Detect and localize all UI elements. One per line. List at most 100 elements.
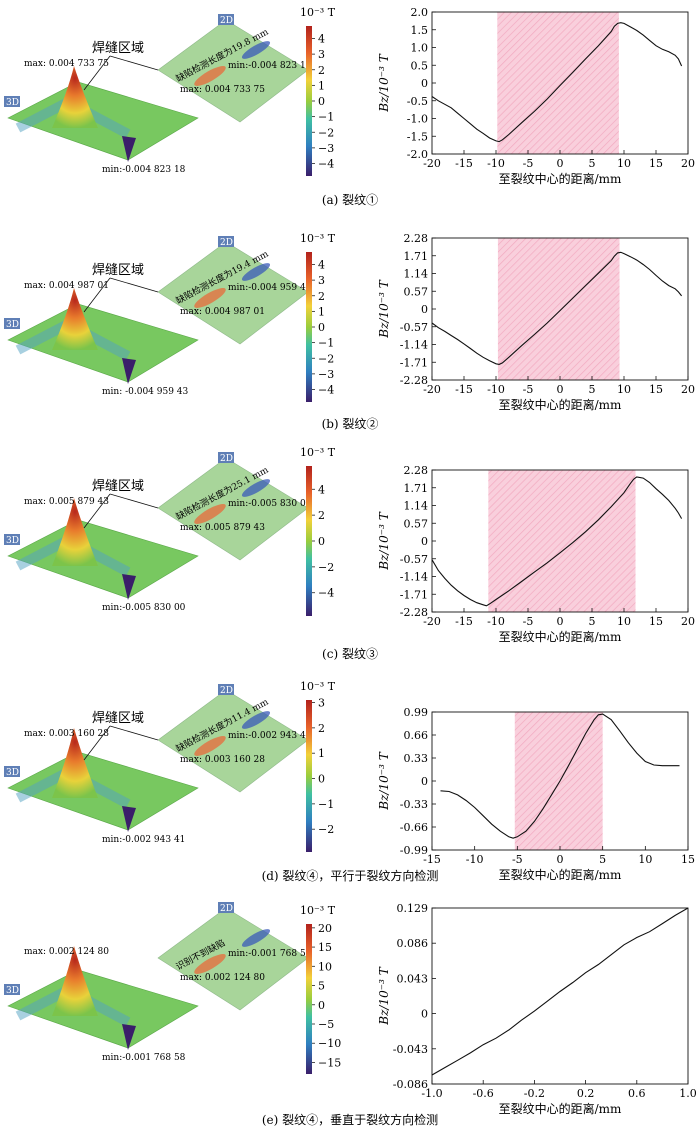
- shaded-region: [497, 12, 619, 154]
- label-2d: 2D: [220, 904, 233, 914]
- colorbar-unit: 10⁻³ T: [300, 904, 336, 917]
- y-tick-label: 0: [421, 77, 428, 90]
- map-3d-peak: [52, 498, 98, 566]
- x-tick-label: 10: [617, 157, 631, 170]
- weld-region-leader: [83, 725, 111, 761]
- trough-min-label: min:-0.001 768 58: [102, 1053, 186, 1063]
- colorbar-tick-label: 3: [318, 274, 325, 287]
- colorbar-tick-label: −3: [318, 368, 334, 381]
- y-tick-label: -2.28: [400, 606, 428, 619]
- chart-2: -20 -15 -10 -5 0 5 10 15 20 -2.28 -1.71 -1.14 -0.57 0…: [377, 232, 695, 412]
- label-3d: 3D: [6, 986, 19, 996]
- weld-region-label: 焊缝区域: [92, 40, 144, 56]
- y-tick-label: -1.0: [407, 113, 428, 126]
- x-axis-label: 至裂纹中心的距离/mm: [499, 171, 622, 186]
- panel-caption-2: (b) 裂纹②: [322, 417, 379, 431]
- colorbar-tick-label: −4: [318, 384, 334, 397]
- colorbar-bar: [306, 466, 312, 616]
- x-axis-label: 至裂纹中心的距离/mm: [499, 867, 622, 882]
- peak-max-label: max: 0.004 987 01: [24, 281, 109, 291]
- chart-3: -20 -15 -10 -5 0 5 10 15 20 -2.28 -1.71 -1.14 -0.57 0…: [377, 464, 695, 644]
- x-tick-label: -15: [455, 157, 473, 170]
- x-tick-label: 10: [617, 615, 631, 628]
- colorbar-tick-label: 0: [318, 773, 325, 786]
- y-tick-label: 0: [421, 775, 428, 788]
- map-3d-peak: [52, 728, 98, 798]
- y-tick-label: -1.71: [400, 356, 428, 369]
- panel-caption-4: (d) 裂纹④，平行于裂纹方向检测: [262, 868, 439, 883]
- label-3d-box: [4, 766, 20, 777]
- colorbar-tick-label: 1: [318, 79, 325, 92]
- x-tick-label: -10: [487, 615, 505, 628]
- y-tick-label: 0.086: [397, 937, 429, 950]
- map-3d-trough: [122, 358, 136, 384]
- colorbar-bar: [306, 26, 312, 176]
- x-tick-label: -1.0: [421, 1087, 442, 1100]
- colorbar-tick-label: −3: [318, 142, 334, 155]
- colorbar-tick-label: 0: [318, 535, 325, 548]
- label-2d-box: [218, 236, 234, 247]
- series-line: [431, 476, 683, 607]
- label-3d-box: [4, 984, 20, 995]
- x-tick-label: -15: [455, 615, 473, 628]
- label-3d-box: [4, 96, 20, 107]
- weld-region-leader: [83, 493, 111, 529]
- x-tick-label: 0.6: [628, 1087, 646, 1100]
- x-tick-label: -10: [487, 383, 505, 396]
- y-axis-label: Bz/10⁻³ T: [377, 279, 391, 338]
- trough-min-label: min:-0.004 823 18: [102, 165, 186, 175]
- x-tick-label: -0.2: [524, 1087, 545, 1100]
- y-tick-label: 0.57: [404, 517, 429, 530]
- peak-max-label: max: 0.004 733 75: [24, 59, 109, 69]
- map-3d-peak: [52, 288, 98, 350]
- x-tick-label: 0: [557, 853, 564, 866]
- label-2d-box: [218, 902, 234, 913]
- colorbar-tick-label: 10: [318, 960, 332, 973]
- map-min-label: min:-0.001 768 58: [228, 949, 312, 959]
- map-3d-trough: [122, 136, 136, 162]
- colorbar-tick-label: −4: [318, 158, 334, 171]
- map-3d-peak: [52, 66, 98, 128]
- map-min-label: min:-0.005 830 00: [228, 499, 312, 509]
- colorbar-tick-label: 4: [318, 259, 325, 272]
- colorbar-tick-label: 2: [318, 64, 325, 77]
- y-tick-label: 0.043: [397, 972, 429, 985]
- x-tick-label: 20: [681, 383, 695, 396]
- map-2d-min-blob: [241, 711, 271, 729]
- y-tick-label: 1.71: [404, 482, 429, 495]
- map-2d-max-blob: [194, 288, 226, 308]
- x-tick-label: 0: [557, 383, 564, 396]
- x-tick-label: 5: [589, 157, 596, 170]
- map-2d-plane: [157, 457, 309, 561]
- colorbar-bar: [306, 252, 312, 402]
- y-tick-label: -2.0: [407, 148, 428, 161]
- colorbar-tick-label: −10: [318, 1037, 341, 1050]
- colorbar-tick-label: −2: [318, 561, 334, 574]
- map-min-label: min:-0.004 959 43: [228, 283, 312, 293]
- y-tick-label: 1.14: [404, 268, 429, 281]
- colorbar-tick-label: 2: [318, 722, 325, 735]
- colorbar-tick-label: 15: [318, 941, 332, 954]
- x-tick-label: 20: [681, 157, 695, 170]
- map-2d-max-blob: [194, 736, 226, 756]
- weld-region-label: 焊缝区域: [92, 262, 144, 278]
- y-axis-label: Bz/10⁻³ T: [377, 53, 391, 112]
- peak-max-label: max: 0.003 160 28: [24, 729, 109, 739]
- x-tick-label: 15: [681, 853, 695, 866]
- y-tick-label: -0.99: [400, 844, 428, 857]
- colorbar-unit: 10⁻³ T: [300, 6, 336, 19]
- colorbar-tick-label: 0: [318, 999, 325, 1012]
- y-tick-label: 2.0: [411, 6, 429, 19]
- colorbar-tick-label: 4: [318, 483, 325, 496]
- chart-4: -15 -10 -5 0 5 10 15 -0.99 -0.66 -0.33 0 0.33 0.66 0.…: [377, 706, 695, 882]
- colorbar-bar: [306, 700, 312, 852]
- map-2d-min-blob: [241, 41, 271, 59]
- weld-region-leader: [109, 55, 159, 71]
- colorbar-tick-label: 5: [318, 980, 325, 993]
- y-tick-label: 2.28: [404, 232, 429, 245]
- x-tick-label: -0.6: [473, 1087, 494, 1100]
